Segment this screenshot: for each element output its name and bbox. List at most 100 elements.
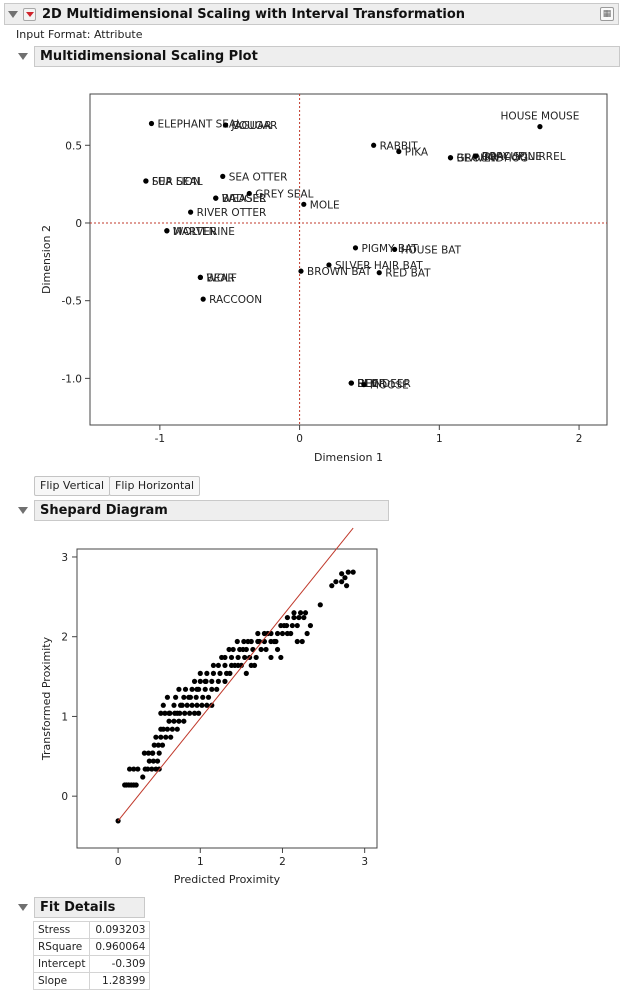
- data-point: [263, 646, 269, 653]
- x-axis-label: Predicted Proximity: [174, 873, 281, 886]
- data-point: [289, 622, 295, 629]
- point-label: HOUSE BAT: [401, 244, 462, 256]
- data-point: [145, 750, 152, 756]
- mds-section-header[interactable]: Multidimensional Scaling Plot: [18, 46, 620, 67]
- data-point: [196, 710, 202, 716]
- data-point: [217, 670, 223, 676]
- disclosure-triangle-icon[interactable]: [18, 53, 28, 60]
- flip-horizontal-button[interactable]: Flip Horizontal: [109, 476, 201, 496]
- data-point: [222, 662, 228, 669]
- data-point: [329, 583, 335, 589]
- data-point: [299, 638, 305, 645]
- point-label: ELK: [357, 378, 377, 390]
- plot-frame: [89, 93, 608, 426]
- data-point: [133, 782, 139, 788]
- data-point: [473, 153, 479, 159]
- data-point: [230, 646, 236, 653]
- data-point: [173, 694, 179, 700]
- fit-key: Stress: [32, 921, 91, 939]
- data-point: [155, 742, 161, 748]
- data-point: [268, 654, 274, 661]
- data-point: [291, 610, 297, 616]
- data-point: [145, 766, 151, 772]
- data-point: [343, 583, 350, 589]
- data-point: [392, 246, 398, 252]
- data-point: [143, 178, 149, 184]
- data-point: [199, 702, 205, 708]
- data-point: [396, 148, 402, 155]
- point-label: SEA LION: [152, 176, 201, 188]
- data-point: [150, 758, 157, 764]
- fit-key: Intercept: [32, 955, 91, 973]
- y-tick-label: 3: [61, 552, 68, 564]
- point-label: BROWN BAT: [307, 266, 372, 278]
- point-label: ELEPHANT SEAL: [157, 119, 242, 131]
- data-point: [317, 602, 323, 608]
- data-point: [186, 694, 192, 700]
- fit-value: 1.28399: [89, 972, 151, 990]
- table-row: Stress 0.093203: [32, 921, 151, 939]
- data-point: [291, 614, 297, 621]
- data-point: [150, 750, 156, 756]
- data-point: [153, 734, 159, 740]
- data-point: [245, 638, 251, 645]
- data-point: [345, 569, 351, 575]
- data-point: [371, 142, 377, 148]
- data-point: [202, 678, 208, 684]
- x-tick-label: 2: [576, 433, 583, 445]
- data-point: [191, 710, 198, 716]
- x-tick-label: 2: [279, 856, 286, 868]
- input-format-label: Input Format: Attribute: [16, 28, 143, 41]
- disclosure-triangle-icon[interactable]: [18, 904, 28, 911]
- disclosure-triangle-icon[interactable]: [8, 10, 18, 18]
- data-point: [168, 734, 174, 740]
- flip-vertical-button[interactable]: Flip Vertical: [34, 476, 111, 496]
- point-label: REINDEER: [357, 378, 411, 390]
- point-label: GRAY SQUIRREL: [482, 151, 566, 163]
- data-point: [307, 622, 314, 629]
- table-row: RSquare 0.960064: [32, 938, 151, 956]
- data-point: [342, 575, 348, 581]
- data-point: [176, 686, 182, 692]
- data-point: [164, 726, 171, 732]
- x-tick-label: 3: [361, 856, 368, 868]
- data-point: [189, 702, 195, 708]
- data-point: [298, 268, 304, 274]
- point-label: SEA OTTER: [229, 171, 288, 183]
- data-point: [146, 758, 152, 764]
- data-point: [194, 686, 200, 692]
- data-point: [537, 124, 543, 130]
- data-point: [194, 702, 200, 708]
- data-point: [164, 694, 171, 700]
- fit-section-header[interactable]: Fit Details: [18, 897, 145, 918]
- data-point: [160, 702, 166, 708]
- data-point: [301, 201, 307, 207]
- y-tick-label: -1.0: [62, 373, 83, 385]
- shepard-section-header[interactable]: Shepard Diagram: [18, 500, 389, 521]
- data-point: [304, 630, 310, 637]
- data-point: [447, 155, 454, 161]
- data-point: [350, 569, 356, 575]
- y-tick-label: 0: [75, 218, 82, 230]
- red-triangle-menu-icon[interactable]: [23, 7, 36, 21]
- point-label: PIGMY BAT: [361, 243, 418, 255]
- data-point: [162, 710, 168, 716]
- data-point: [171, 702, 177, 708]
- data-point: [376, 270, 382, 276]
- fit-value: 0.960064: [89, 938, 151, 956]
- data-point: [164, 228, 170, 234]
- data-point: [166, 710, 172, 716]
- point-label: BEAR: [206, 272, 234, 284]
- disclosure-triangle-icon[interactable]: [18, 507, 28, 514]
- data-point: [193, 694, 199, 700]
- data-point: [197, 678, 203, 684]
- point-label: MOOSE: [370, 380, 409, 392]
- data-point: [149, 766, 155, 772]
- pin-icon[interactable]: ▦: [600, 7, 614, 21]
- data-point: [226, 646, 232, 653]
- data-point: [222, 122, 229, 128]
- shepard-title-box: Shepard Diagram: [34, 500, 389, 521]
- shepard-plot: 0 1 2 3 3 2 1 0 Predicted Proximity Transformed P…: [40, 527, 378, 886]
- x-tick-label: -1: [155, 433, 165, 445]
- data-point: [281, 622, 287, 629]
